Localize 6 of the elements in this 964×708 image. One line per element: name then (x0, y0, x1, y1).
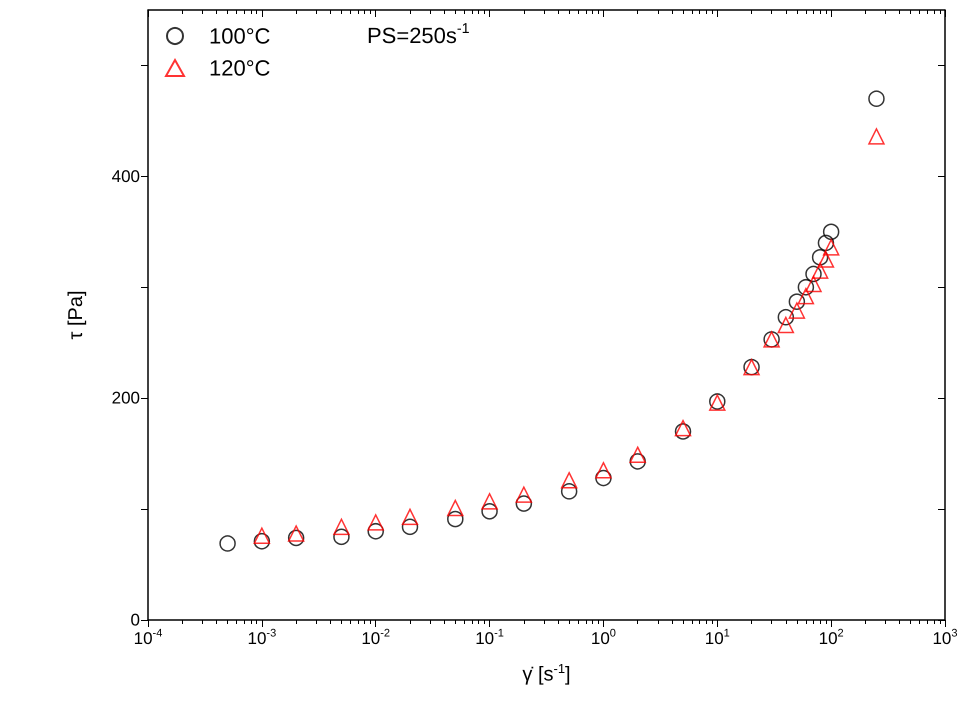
legend-label: 120°C (209, 56, 271, 80)
legend-label: 100°C (209, 24, 271, 48)
y-axis-title: τ [Pa] (65, 290, 87, 340)
y-tick-label: 200 (112, 388, 140, 408)
y-tick-label: 0 (130, 610, 140, 630)
y-tick-label: 400 (112, 166, 140, 186)
